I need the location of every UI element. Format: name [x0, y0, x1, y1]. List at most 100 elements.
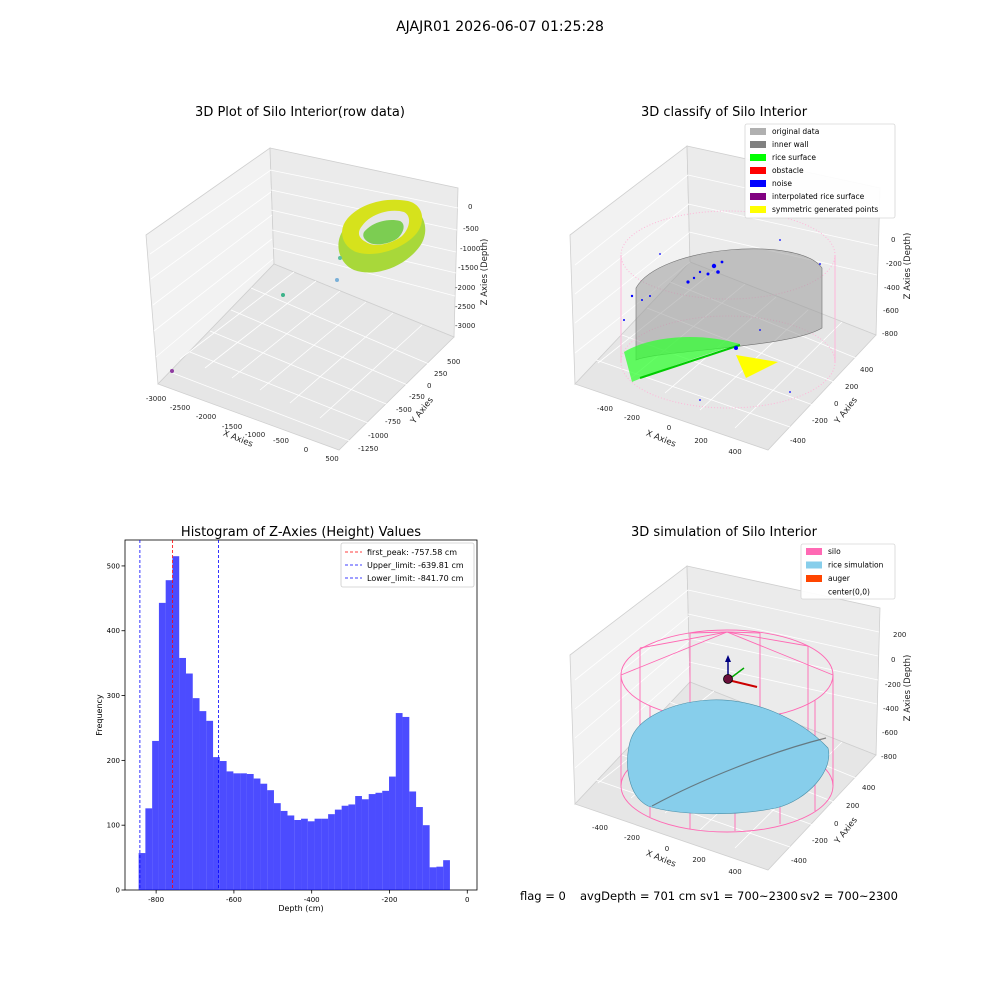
raw-z-tick: -500: [463, 225, 479, 233]
raw-z-label: Z Axies (Depth): [480, 239, 490, 306]
status-sv1: sv1 = 700~2300: [700, 889, 798, 903]
classify-rice-surface: [624, 337, 740, 382]
histogram-bar: [260, 783, 268, 890]
histogram-bar: [158, 602, 166, 890]
classify-z-axis: 0 -200 -400 -600 -800 Z Axies (Depth): [882, 233, 913, 338]
legend-label: inner wall: [772, 140, 809, 149]
raw-x-tick: -1500: [222, 423, 242, 431]
simulation-z-tick: -200: [885, 681, 901, 689]
histogram-legend-frame: [340, 542, 475, 588]
histogram-bar: [301, 818, 308, 890]
raw-x-tick: 500: [325, 455, 338, 463]
histogram-bar: [375, 792, 383, 890]
classify-z-tick: 0: [891, 236, 895, 244]
legend-swatch: [750, 167, 766, 174]
histogram-bar: [395, 713, 403, 890]
histogram-y-tick: 400: [107, 627, 120, 635]
histogram-bar: [436, 866, 444, 890]
simulation-y-tick: 200: [846, 802, 859, 810]
histogram-bars: [138, 556, 450, 890]
histogram-bar: [179, 657, 186, 890]
simulation-z-axis: 200 0 -200 -400 -600 -800 Z Axies (Depth…: [881, 631, 913, 761]
histogram-x-tick: -400: [304, 896, 320, 904]
histogram-bar: [416, 807, 423, 890]
legend-label: interpolated rice surface: [772, 192, 865, 201]
classify-y-tick: 400: [860, 366, 873, 374]
raw-x-tick: -3000: [146, 395, 166, 403]
raw-x-tick: -2000: [196, 413, 216, 421]
legend-label: silo: [828, 547, 841, 556]
simulation-legend-frame: [800, 543, 896, 600]
histogram-bar: [253, 778, 261, 890]
histogram-bar: [348, 804, 356, 890]
legend-swatch: [750, 141, 766, 148]
raw-x-tick: -1000: [245, 431, 265, 439]
raw-y-tick: 500: [447, 358, 460, 366]
histogram-y-label: Frequency: [95, 694, 104, 736]
histogram-bar: [422, 825, 430, 890]
classify-x-tick: -200: [624, 414, 640, 422]
classify-z-tick: -800: [882, 330, 898, 338]
auger-x-arrow: [727, 679, 758, 688]
histogram-y-tick: 200: [107, 757, 120, 765]
figure-suptitle: AJAJR01 2026-06-07 01:25:28: [396, 19, 604, 35]
histogram-reference-lines: [139, 540, 219, 890]
classify-x-tick: 200: [694, 437, 707, 445]
classify-y-tick: 200: [845, 383, 858, 391]
histogram-bar: [321, 818, 329, 890]
classify-z-label: Z Axies (Depth): [903, 233, 913, 300]
histogram-y-tick: 500: [107, 562, 120, 570]
raw-outlier-point: [335, 278, 339, 282]
legend-swatch: [806, 548, 822, 555]
histogram-bar: [368, 794, 376, 890]
classify-y-tick: -400: [790, 437, 806, 445]
classify-legend: original data inner wall rice surface obsta…: [744, 123, 896, 219]
legend-swatch: [750, 193, 766, 200]
panel-classify-3d: 3D classify of Silo Interior: [569, 105, 913, 456]
raw-y-tick: -1250: [358, 445, 378, 453]
histogram-legend-label: Upper_limit: -639.81 cm: [367, 561, 464, 570]
legend-label: rice surface: [772, 153, 816, 162]
classify-point-cloud: [620, 210, 836, 409]
simulation-x-tick: -200: [624, 834, 640, 842]
auger-and-center-marker: [723, 655, 758, 688]
classify-x-label: X Axies: [644, 429, 677, 450]
histogram-bar: [273, 803, 281, 890]
histogram-bar: [226, 771, 234, 890]
histogram-bar: [287, 815, 295, 890]
histogram-x-tick: -600: [226, 896, 242, 904]
classify-3d-title: 3D classify of Silo Interior: [641, 105, 808, 120]
histogram-legend-label: Lower_limit: -841.70 cm: [367, 574, 464, 583]
raw-outlier-point: [170, 369, 174, 373]
histogram-bar: [138, 853, 146, 890]
histogram-bar: [328, 814, 335, 890]
classify-y-tick: -200: [812, 417, 828, 425]
histogram-legend: first_peak: -757.58 cm Upper_limit: -639.…: [340, 542, 475, 588]
histogram-bar: [402, 716, 410, 890]
histogram-bar: [280, 810, 288, 890]
histogram-bar: [240, 773, 247, 890]
histogram-y-tick: 0: [116, 887, 120, 895]
legend-label: rice simulation: [828, 561, 884, 570]
histogram-x-ticks: -800 -600 -400 -200 0: [148, 890, 470, 904]
histogram-bar: [314, 818, 322, 890]
histogram-bar: [246, 773, 254, 890]
raw-outlier-point: [338, 256, 342, 260]
histogram-bar: [307, 821, 315, 890]
histogram-bar: [355, 796, 362, 890]
panel-histogram: Histogram of Z-Axies (Height) Values -80…: [95, 525, 478, 913]
legend-label: center(0,0): [828, 588, 870, 597]
raw-grid: [149, 169, 459, 444]
classify-rice-ridge: [639, 344, 741, 379]
classify-symmetric-points: [736, 355, 778, 378]
histogram-title: Histogram of Z-Axies (Height) Values: [181, 525, 421, 540]
histogram-bar: [165, 580, 173, 890]
histogram-bar: [185, 673, 193, 890]
histogram-bar: [199, 711, 207, 890]
histogram-bar: [206, 720, 214, 890]
histogram-x-tick: -800: [148, 896, 164, 904]
raw-z-axis: 0 -500 -1000 -1500 -2000 -2500 -3000 Z A…: [455, 203, 490, 330]
simulation-z-tick: 200: [893, 631, 906, 639]
classify-z-tick: -600: [883, 307, 899, 315]
